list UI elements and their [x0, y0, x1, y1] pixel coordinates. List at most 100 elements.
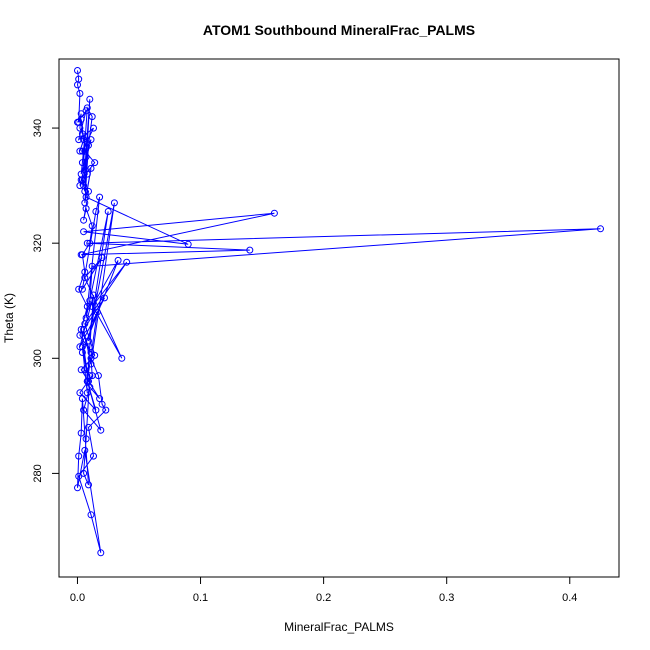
data-point	[102, 406, 110, 414]
data-point	[83, 170, 91, 178]
data-point	[74, 118, 81, 126]
data-point	[83, 389, 91, 397]
data-point	[88, 113, 96, 121]
data-point	[87, 164, 95, 172]
data-point	[75, 452, 83, 460]
data-point	[86, 95, 94, 103]
data-point	[87, 349, 95, 356]
data-point	[81, 268, 89, 276]
x-tick-label: 0.1	[193, 592, 208, 604]
data-point	[81, 446, 89, 454]
data-point	[90, 452, 97, 460]
data-point	[94, 372, 102, 380]
data-point	[88, 262, 96, 270]
data-point	[104, 208, 112, 215]
data-point	[78, 251, 86, 259]
data-point	[92, 208, 100, 215]
data-point	[96, 395, 104, 403]
data-point	[86, 297, 94, 305]
data-point	[82, 193, 90, 201]
data-point	[78, 395, 86, 403]
data-point	[83, 239, 91, 247]
data-point	[80, 406, 88, 414]
data-point	[85, 141, 92, 149]
data-point	[87, 136, 95, 144]
data-point	[98, 254, 106, 262]
data-point	[97, 549, 105, 557]
data-point	[80, 469, 88, 477]
data-point	[74, 67, 81, 74]
data-point	[78, 285, 86, 293]
data-point	[86, 239, 94, 247]
data-point	[81, 147, 89, 155]
data-point	[123, 258, 131, 266]
data-point	[270, 209, 278, 217]
data-point	[90, 291, 97, 299]
data-point	[114, 256, 122, 264]
data-point	[85, 481, 92, 489]
data-point	[110, 199, 118, 207]
y-tick-label: 320	[32, 234, 44, 252]
x-tick-label: 0.2	[316, 592, 331, 604]
data-point	[80, 228, 88, 236]
plot-frame	[58, 58, 620, 578]
y-axis: 280 300 320 340	[32, 119, 60, 483]
data-point	[88, 222, 96, 230]
data-point	[85, 187, 92, 195]
data-point	[83, 303, 91, 310]
y-tick-label: 300	[32, 349, 44, 367]
data-point	[74, 81, 81, 89]
series-line	[76, 70, 601, 553]
x-tick-label: 0.0	[70, 592, 85, 604]
x-axis: 0.0 0.1 0.2 0.3 0.4	[70, 576, 577, 604]
data-point	[74, 484, 81, 492]
data-point	[118, 354, 126, 362]
data-point	[75, 136, 83, 144]
data-point	[82, 205, 90, 213]
data-point	[76, 389, 84, 397]
data-point	[101, 294, 108, 302]
data-point	[246, 246, 254, 254]
data-point	[91, 159, 99, 167]
data-point	[81, 320, 89, 328]
data-point	[77, 429, 85, 437]
series-layer	[74, 67, 604, 557]
data-point	[93, 308, 101, 316]
data-point	[76, 90, 84, 97]
data-point	[81, 366, 89, 374]
data-point	[85, 377, 92, 385]
data-point	[75, 285, 83, 293]
data-point	[90, 124, 97, 132]
data-point	[82, 107, 90, 115]
data-point	[85, 423, 92, 431]
chart-title: ATOM1 Southbound MineralFrac_PALMS	[203, 22, 475, 38]
data-point	[78, 147, 86, 155]
data-point	[98, 400, 106, 408]
data-point	[81, 133, 89, 141]
data-point	[76, 147, 84, 155]
data-point	[78, 343, 86, 351]
data-point	[80, 216, 88, 224]
data-point	[76, 124, 84, 132]
data-point	[76, 182, 84, 190]
data-point	[184, 240, 192, 248]
data-point	[87, 511, 95, 519]
data-point	[97, 426, 105, 434]
x-tick-label: 0.4	[562, 592, 577, 604]
data-point	[82, 435, 90, 443]
y-tick-label: 340	[32, 119, 44, 137]
data-point	[76, 331, 84, 339]
x-axis-label: MineralFrac_PALMS	[284, 620, 394, 634]
data-point	[88, 303, 96, 310]
data-point	[92, 406, 100, 414]
data-point	[597, 225, 604, 233]
x-tick-label: 0.3	[439, 592, 454, 604]
data-point	[85, 337, 92, 345]
data-point	[96, 193, 104, 201]
y-axis-label: Theta (K)	[2, 293, 16, 343]
data-point	[78, 159, 86, 167]
y-tick-label: 280	[32, 464, 44, 482]
data-point	[76, 343, 84, 351]
data-point	[77, 366, 85, 374]
